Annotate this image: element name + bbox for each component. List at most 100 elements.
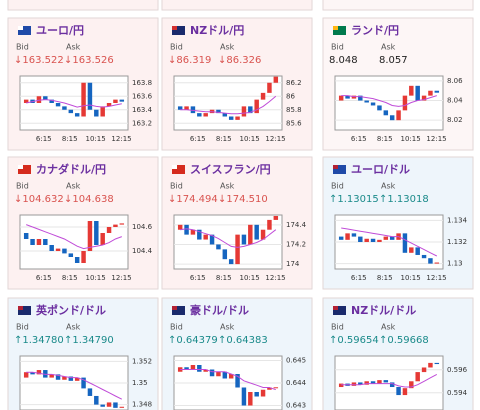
chart-frame	[173, 214, 283, 270]
x-tick-label: 6:15	[190, 274, 206, 282]
candle	[383, 380, 389, 383]
y-tick-label: 86	[286, 92, 295, 100]
candle	[106, 227, 112, 233]
y-tick-label: 163.4	[132, 106, 153, 114]
candle	[55, 374, 61, 380]
candle	[402, 388, 408, 396]
candle	[68, 253, 74, 257]
bid-label: Bid	[170, 323, 183, 332]
candle	[43, 239, 48, 245]
x-tick-label: 10:15	[240, 135, 260, 143]
card-edge	[161, 0, 313, 11]
rate-card[interactable]: NZドル/円 Bid Ask ↓86.319 ↓86.326 86.2 86 85.8 85.6…	[161, 17, 313, 151]
ask-price: ↑1.13018	[379, 194, 429, 205]
ask-price: ↓174.510	[218, 194, 268, 205]
flag-band	[18, 26, 23, 30]
candle	[62, 106, 67, 110]
candle	[209, 369, 215, 377]
candle	[377, 239, 382, 242]
candle	[177, 106, 183, 110]
bid-price: ↑1.13015	[329, 194, 379, 205]
ask-label: Ask	[66, 323, 81, 332]
x-tick-label: 6:15	[351, 135, 367, 143]
bid-price: ↓163.522	[14, 55, 64, 66]
bid-price: ↓174.494	[168, 194, 218, 205]
bid-label: Bid	[16, 323, 29, 332]
candle	[190, 106, 196, 114]
y-tick-label: 104.6	[132, 223, 153, 231]
moving-average	[26, 371, 123, 400]
candle	[74, 113, 80, 117]
moving-average	[180, 228, 277, 248]
candle	[43, 96, 48, 100]
candle	[421, 367, 427, 373]
flag-band	[172, 165, 177, 169]
y-tick-label: 163.2	[132, 119, 152, 127]
candle	[254, 392, 259, 397]
ask-label: Ask	[381, 323, 396, 332]
card-title: ユーロ/ドル	[351, 163, 410, 176]
x-tick-label: 8:15	[216, 274, 232, 282]
candle	[273, 76, 279, 83]
candle	[260, 92, 266, 100]
flag	[333, 165, 346, 174]
ask-price: ↓86.326	[218, 55, 261, 66]
rate-card[interactable]: ランド/円 Bid Ask 8.048 8.057 8.06 8.04 8.02 6:15 8:1…	[322, 17, 474, 151]
y-tick-label: 1.352	[132, 357, 152, 365]
candle	[228, 374, 234, 379]
x-tick-label: 12:15	[426, 135, 446, 143]
ask-price: ↑1.34790	[64, 335, 114, 346]
y-tick-label: 86.2	[286, 79, 302, 87]
candle	[30, 239, 35, 245]
candle	[267, 82, 272, 93]
x-tick-label: 12:15	[265, 135, 285, 143]
rate-card[interactable]: 英ポンド/ドル Bid Ask↑1.34780 ↑1.34790 1.352 1.35 1.…	[7, 297, 159, 410]
y-tick-label: 104.4	[132, 247, 153, 255]
candle	[100, 404, 105, 407]
card-title: ユーロ/円	[36, 24, 84, 37]
bid-price: 8.048	[329, 55, 358, 66]
candle	[338, 95, 344, 101]
y-tick-label: 8.02	[447, 116, 463, 124]
candle	[235, 374, 240, 388]
ask-label: Ask	[220, 43, 235, 52]
candle	[49, 374, 54, 378]
moving-average	[341, 227, 438, 257]
candle	[248, 106, 253, 114]
ask-price: 8.057	[379, 55, 408, 66]
candle	[364, 100, 369, 103]
x-tick-label: 8:15	[216, 135, 232, 143]
rate-card[interactable]: NZドル/ドル Bid Ask↑0.59654 ↑0.59668 0.596 0.594	[322, 297, 474, 410]
flag	[333, 26, 346, 35]
candle	[254, 224, 259, 240]
candle	[273, 215, 279, 220]
rate-card[interactable]: ユーロ/円 Bid Ask↓163.522 ↓163.526 163.8 163.6 163…	[7, 17, 159, 151]
flag	[18, 165, 31, 174]
candle	[100, 106, 105, 117]
rate-card[interactable]: カナダドル/円 Bid Ask↓104.632 ↓104.638 104.6 104.4 6…	[7, 156, 159, 290]
candle	[396, 387, 401, 396]
candle	[358, 95, 363, 101]
x-tick-label: 8:15	[62, 274, 78, 282]
rate-card[interactable]: スイスフラン/円 Bid Ask↓174.494 ↓174.510 174.4 174.2…	[161, 156, 313, 290]
rate-card[interactable]: ユーロ/ドル Bid Ask↑1.13015 ↑1.13018 1.134 1.132 1.…	[322, 156, 474, 290]
candle	[74, 377, 80, 381]
candle	[94, 109, 99, 117]
candle	[113, 402, 118, 408]
candle	[87, 221, 93, 251]
y-tick-label: 174.4	[286, 221, 307, 229]
candle	[100, 233, 105, 245]
candle	[190, 229, 196, 235]
ask-price: ↑0.59668	[379, 335, 429, 346]
candle	[74, 257, 80, 263]
candle	[434, 362, 440, 365]
y-tick-label: 174	[286, 260, 300, 268]
rate-card[interactable]: 豪ドル/ドル Bid Ask↑0.64379 ↑0.64383 0.645 0.644 0.…	[161, 297, 313, 410]
candle	[36, 96, 42, 103]
candle	[351, 382, 357, 386]
y-tick-label: 0.596	[447, 366, 468, 374]
candle	[248, 224, 253, 245]
bid-price: ↓104.632	[14, 194, 64, 205]
card-title: NZドル/円	[190, 24, 244, 37]
